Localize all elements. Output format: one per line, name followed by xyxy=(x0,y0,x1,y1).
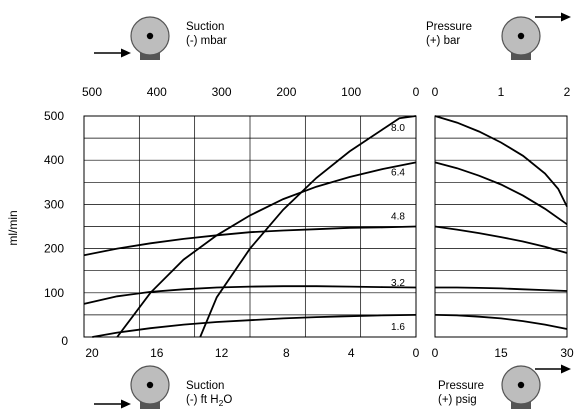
suction-curves xyxy=(83,115,417,338)
curve-label: 3.2 xyxy=(391,278,405,289)
pressure-top-label-line2: (+) bar xyxy=(426,35,460,47)
curve-label: 4.8 xyxy=(391,211,405,222)
x-tick-label: 4 xyxy=(348,346,355,360)
pressure-curve-4-8 xyxy=(434,225,568,254)
x-tick-label: 500 xyxy=(82,85,102,99)
pressure-top-label-line1: Pressure xyxy=(426,21,472,33)
inlet-arrow-icon-top xyxy=(94,48,131,58)
suction-bottom-label-line2: (-) ft H2O xyxy=(186,394,232,408)
pressure-curve-3-2 xyxy=(435,286,568,292)
y-tick-label: 500 xyxy=(44,109,64,123)
pressure-curves xyxy=(434,115,568,330)
suction-top-label-line2: (-) mbar xyxy=(186,35,227,47)
x-tick-label: 12 xyxy=(215,346,229,360)
x-tick-label: 1 xyxy=(498,85,505,99)
pressure-curve-6-4 xyxy=(434,161,568,226)
x-tick-label: 300 xyxy=(212,85,232,99)
outlet-arrow-icon-bottom xyxy=(535,364,571,374)
curve-labels: 8.0 6.4 4.8 3.2 1.6 xyxy=(391,123,405,333)
y-axis-label: ml/min xyxy=(6,210,20,245)
suction-bottom-label-line1: Suction xyxy=(186,380,224,392)
suction-curve-3-2 xyxy=(83,285,417,305)
y-tick-label: 300 xyxy=(44,197,64,211)
suction-bottom-unit-sub: 2 xyxy=(219,398,224,408)
pressure-curve-8-0 xyxy=(434,115,568,208)
y-tick-label: 200 xyxy=(44,242,64,256)
x-tick-label: 15 xyxy=(494,346,508,360)
x-tick-label: 16 xyxy=(150,346,164,360)
curve-label: 8.0 xyxy=(391,123,405,134)
suction-curve-8-0 xyxy=(199,115,417,338)
pressure-bottom-label-line2: (+) psig xyxy=(438,394,477,406)
x-tick-label: 200 xyxy=(276,85,296,99)
y-tick-label: 100 xyxy=(44,286,64,300)
suction-curve-4-8 xyxy=(83,225,417,257)
x-tick-label: 0 xyxy=(432,85,439,99)
x-tick-label: 0 xyxy=(413,346,420,360)
x-tick-label: 0 xyxy=(413,85,420,99)
suction-pump-icon-top xyxy=(130,16,170,60)
x-tick-label: 100 xyxy=(341,85,361,99)
curve-label: 6.4 xyxy=(391,167,405,178)
inlet-arrow-icon-bottom xyxy=(94,399,131,409)
outlet-arrow-icon-top xyxy=(535,12,571,22)
suction-grid xyxy=(84,116,416,337)
pressure-curve-1-6 xyxy=(434,314,568,330)
x-tick-label: 8 xyxy=(283,346,290,360)
pressure-grid xyxy=(435,137,567,316)
pressure-pump-icon-top xyxy=(501,16,541,60)
suction-top-label-line1: Suction xyxy=(186,21,224,33)
pressure-bottom-label-line1: Pressure xyxy=(438,380,484,392)
x-tick-label: 20 xyxy=(85,346,99,360)
suction-curve-1-6 xyxy=(92,314,417,338)
y-tick-label: 400 xyxy=(44,153,64,167)
suction-curve-6-4 xyxy=(116,161,417,338)
x-tick-label: 2 xyxy=(564,85,571,99)
x-tick-label: 0 xyxy=(432,346,439,360)
suction-pump-icon-bottom xyxy=(130,365,170,409)
suction-bottom-unit-suffix: O xyxy=(223,394,232,406)
suction-bottom-unit-prefix: (-) ft H xyxy=(186,394,219,406)
x-tick-label: 30 xyxy=(560,346,574,360)
curve-label: 1.6 xyxy=(391,322,405,333)
pressure-pump-icon-bottom xyxy=(501,365,541,409)
x-tick-label: 400 xyxy=(147,85,167,99)
y-tick-label: 0 xyxy=(61,334,68,348)
